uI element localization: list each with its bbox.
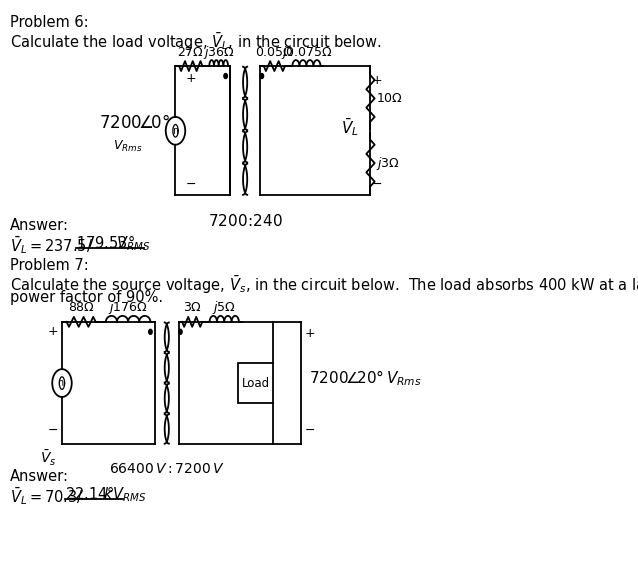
Circle shape — [260, 73, 263, 79]
Text: $j5\Omega$: $j5\Omega$ — [212, 299, 236, 316]
Text: $\bar{V}_L$: $\bar{V}_L$ — [341, 116, 359, 138]
Circle shape — [179, 329, 182, 335]
Text: $j176\Omega$: $j176\Omega$ — [108, 299, 148, 316]
Text: +: + — [48, 325, 59, 338]
Text: Calculate the load voltage, $\bar{V}_L$, in the circuit below.: Calculate the load voltage, $\bar{V}_L$,… — [10, 31, 382, 53]
Text: +: + — [304, 327, 315, 340]
Text: Answer:: Answer: — [10, 469, 69, 484]
Circle shape — [224, 73, 227, 79]
Text: n: n — [57, 378, 63, 388]
Text: +: + — [372, 74, 383, 87]
Text: $88\Omega$: $88\Omega$ — [68, 302, 94, 315]
Text: Problem 7:: Problem 7: — [10, 258, 89, 273]
Text: $\bar{V}_L = 70.3/$: $\bar{V}_L = 70.3/$ — [10, 485, 84, 507]
Text: $V_{RMS}$: $V_{RMS}$ — [112, 234, 151, 253]
Text: $\bar{V}_L = 237.5/$: $\bar{V}_L = 237.5/$ — [10, 234, 93, 256]
Text: $kV_{RMS}$: $kV_{RMS}$ — [99, 485, 146, 504]
Text: $7200\!:\!240$: $7200\!:\!240$ — [207, 214, 283, 230]
Text: $j0.075\Omega$: $j0.075\Omega$ — [281, 43, 332, 60]
Circle shape — [149, 329, 152, 335]
Text: −: − — [48, 424, 59, 437]
Text: $j3\Omega$: $j3\Omega$ — [376, 154, 400, 171]
Text: $22.14°$: $22.14°$ — [66, 485, 115, 502]
Text: −: − — [185, 177, 196, 191]
Bar — [238, 363, 273, 403]
Text: power factor of 90%.: power factor of 90%. — [10, 290, 163, 305]
Text: Calculate the source voltage, $\bar{V}_s$, in the circuit below.  The load absor: Calculate the source voltage, $\bar{V}_s… — [10, 274, 638, 296]
Text: $7200\!\angle\!20°\,V_{Rms}$: $7200\!\angle\!20°\,V_{Rms}$ — [309, 368, 422, 388]
Text: $\bar{V}_s$: $\bar{V}_s$ — [40, 449, 56, 468]
Text: $V_{Rms}$: $V_{Rms}$ — [113, 139, 142, 154]
Text: −: − — [304, 424, 315, 437]
Text: $7200\!\angle\!0°$: $7200\!\angle\!0°$ — [99, 114, 170, 132]
Text: $0.05\Omega$: $0.05\Omega$ — [255, 46, 294, 59]
Text: Load: Load — [242, 377, 270, 390]
Text: −: − — [372, 177, 382, 191]
Text: Problem 6:: Problem 6: — [10, 15, 89, 31]
Text: $3\Omega$: $3\Omega$ — [182, 302, 202, 315]
Text: $27\Omega$: $27\Omega$ — [177, 46, 204, 59]
Text: n: n — [172, 126, 179, 136]
Text: Answer:: Answer: — [10, 218, 69, 234]
Text: $j36\Omega$: $j36\Omega$ — [203, 43, 235, 60]
Text: $179.53°$: $179.53°$ — [76, 234, 135, 251]
Text: +: + — [185, 72, 196, 85]
Text: $66400\,V : 7200\,V$: $66400\,V : 7200\,V$ — [109, 462, 225, 476]
Text: $10\Omega$: $10\Omega$ — [376, 92, 403, 105]
